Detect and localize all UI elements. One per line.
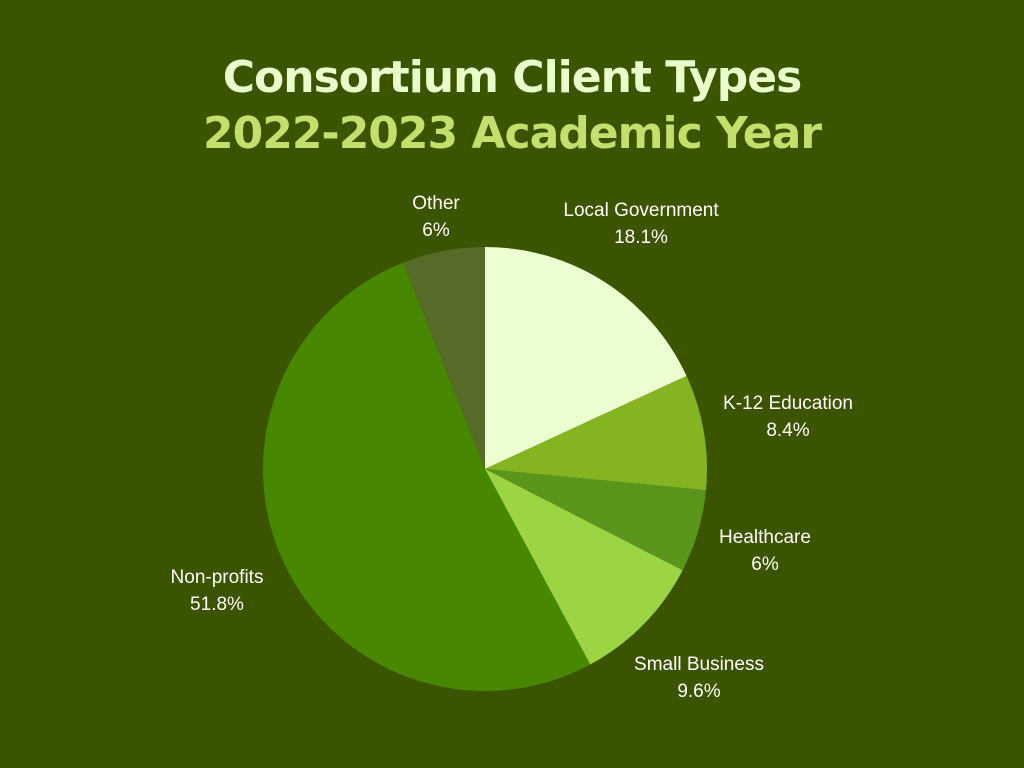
slice-value: 18.1%: [614, 227, 668, 248]
slice-label-small-business: Small Business 9.6%: [634, 651, 764, 705]
slice-name: K-12 Education: [723, 393, 853, 414]
chart-subtitle: 2022-2023 Academic Year: [202, 108, 822, 159]
slice-name: Healthcare: [719, 527, 811, 548]
slice-value: 6%: [422, 220, 450, 241]
pie-slice-local-government: [485, 247, 687, 469]
slice-label-healthcare: Healthcare 6%: [719, 524, 811, 578]
slice-name: Small Business: [634, 654, 764, 675]
pie-slice-other: [403, 247, 485, 469]
slice-name: Other: [412, 193, 460, 214]
slice-name: Local Government: [563, 200, 719, 221]
slice-label-other: Other 6%: [412, 190, 460, 244]
pie-slice-small-business: [485, 469, 683, 665]
pie-slice-non-profits: [263, 262, 591, 691]
slice-label-non-profits: Non-profits 51.8%: [171, 564, 264, 618]
slice-value: 8.4%: [766, 420, 810, 441]
slice-value: 51.8%: [190, 594, 244, 615]
slice-value: 6%: [751, 554, 779, 575]
slice-label-k12-education: K-12 Education 8.4%: [723, 390, 853, 444]
chart-title: Consortium Client Types: [222, 52, 803, 103]
pie-slice-healthcare: [485, 469, 706, 571]
pie-slices: [263, 247, 708, 691]
slice-label-local-government: Local Government 18.1%: [563, 197, 718, 251]
slice-name: Non-profits: [170, 567, 264, 588]
slice-value: 9.6%: [677, 681, 721, 702]
pie-slice-k-12-education: [485, 375, 708, 491]
